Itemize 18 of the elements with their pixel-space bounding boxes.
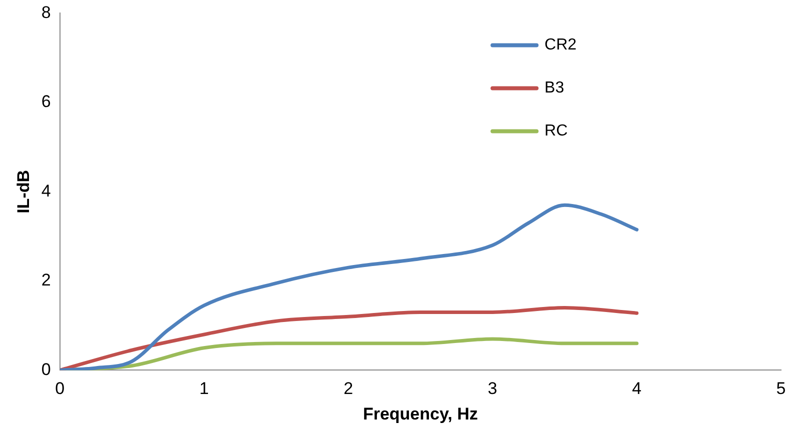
y-tick-label: 2 [41,270,51,290]
y-tick-label: 4 [41,181,51,200]
x-tick-label: 3 [488,379,498,398]
legend-label: CR2 [544,36,577,54]
line-series [60,203,639,370]
x-tick-label: 4 [632,379,642,398]
y-tick-label: 6 [41,92,51,112]
x-tick-label: 1 [199,379,209,398]
x-tick-label: 2 [344,379,354,398]
y-tick-label: 0 [41,360,51,379]
line-series [60,306,639,370]
y-axis-title: IL-dB [14,170,33,214]
x-tick-label: 5 [776,379,786,398]
x-axis-title: Frequency, Hz [362,404,478,424]
y-tick-label: 8 [41,2,51,22]
legend-label: RC [544,122,568,140]
x-tick-label: 0 [55,379,65,398]
legend-label: B3 [544,80,564,97]
